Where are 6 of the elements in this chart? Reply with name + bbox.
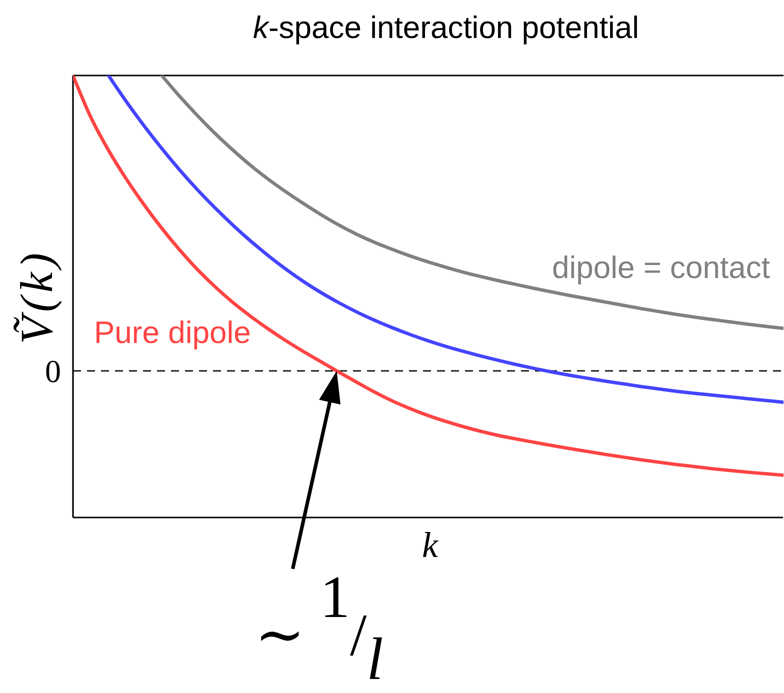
- x-axis-title: k: [422, 525, 440, 565]
- y-axis-title: Ṽ(k): [11, 248, 62, 344]
- series-label: Pure dipole: [94, 315, 251, 350]
- series-label: dipole = contact: [552, 250, 770, 285]
- chart-title: k-space interaction potential: [252, 10, 640, 45]
- ref-line-label: 0: [45, 352, 61, 389]
